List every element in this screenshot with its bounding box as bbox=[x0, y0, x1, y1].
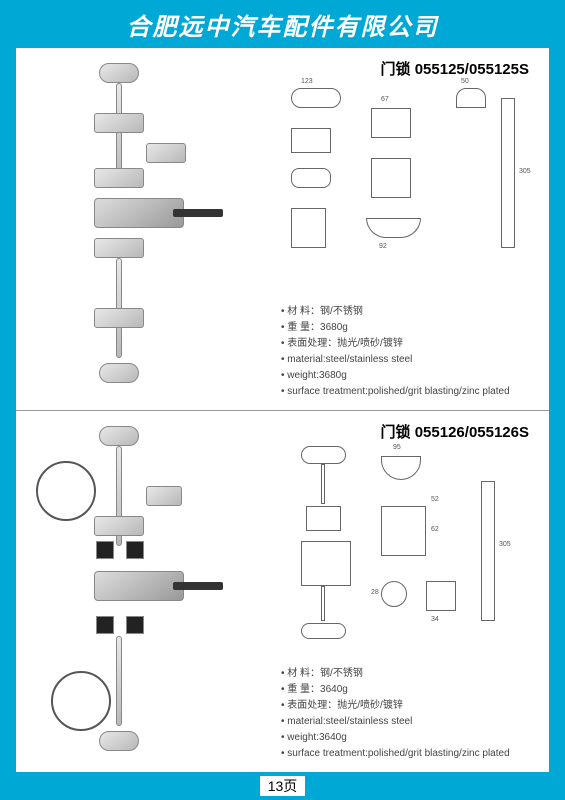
spec-surface-en: surface treatment:polished/grit blasting… bbox=[281, 746, 536, 762]
hw-keeper bbox=[146, 143, 186, 163]
tech-part bbox=[301, 623, 346, 639]
product-section-1: 门锁 055125/055125S 123 67 bbox=[16, 48, 549, 410]
right-border bbox=[549, 48, 565, 772]
dimension-label: 123 bbox=[301, 78, 313, 85]
content-area: 门锁 055125/055125S 123 67 bbox=[16, 48, 549, 772]
detail-callout bbox=[36, 461, 96, 521]
tech-part bbox=[501, 98, 515, 248]
tech-rod bbox=[321, 464, 325, 504]
hw-cam-top bbox=[99, 63, 139, 83]
title-prefix: 门锁 bbox=[381, 424, 411, 441]
spec-weight-cn: 重 量：3680g bbox=[281, 320, 536, 336]
product-photo bbox=[26, 58, 271, 398]
tech-handle bbox=[301, 541, 351, 586]
company-name: 合肥远中汽车配件有限公司 bbox=[127, 7, 439, 42]
product-title: 门锁 055125/055125S bbox=[381, 58, 529, 79]
spec-material-cn: 材 料：钢/不锈钢 bbox=[281, 666, 536, 682]
product-photo bbox=[26, 421, 271, 761]
detail-callout bbox=[51, 671, 111, 731]
tech-part bbox=[381, 581, 407, 607]
dimension-label: 52 bbox=[431, 496, 439, 503]
product-section-2: 门锁 055126/055126S 95 bbox=[16, 410, 549, 772]
hw-rod-lower bbox=[116, 636, 122, 726]
title-codes: 055125/055125S bbox=[415, 61, 529, 78]
dimension-label: 62 bbox=[431, 526, 439, 533]
tech-part bbox=[456, 88, 486, 108]
tech-part bbox=[381, 506, 426, 556]
tech-part bbox=[291, 128, 331, 153]
spec-material-en: material:steel/stainless steel bbox=[281, 352, 536, 368]
spec-weight-cn: 重 量：3640g bbox=[281, 682, 536, 698]
tech-part bbox=[301, 446, 346, 464]
product-title: 门锁 055126/055126S bbox=[381, 421, 529, 442]
dimension-label: 92 bbox=[379, 243, 387, 250]
footer-bar: 13页 bbox=[0, 772, 565, 800]
hw-handle bbox=[94, 571, 184, 601]
dimension-label: 28 bbox=[371, 589, 379, 596]
dimension-label: 305 bbox=[519, 168, 531, 175]
spec-weight-en: weight:3640g bbox=[281, 730, 536, 746]
technical-drawing: 123 67 92 50 305 bbox=[281, 78, 536, 288]
spec-material-cn: 材 料：钢/不锈钢 bbox=[281, 304, 536, 320]
tech-rod bbox=[321, 586, 325, 621]
header-bar: 合肥远中汽车配件有限公司 bbox=[0, 0, 565, 48]
title-prefix: 门锁 bbox=[381, 61, 411, 78]
tech-part bbox=[371, 158, 411, 198]
tech-part bbox=[306, 506, 341, 531]
spec-block: 材 料：钢/不锈钢 重 量：3640g 表面处理：抛光/喷砂/镀锌 materi… bbox=[281, 666, 536, 762]
hw-bracket bbox=[94, 168, 144, 188]
dimension-label: 305 bbox=[499, 541, 511, 548]
title-codes: 055126/055126S bbox=[415, 424, 529, 441]
hw-bracket bbox=[94, 113, 144, 133]
hw-handle bbox=[94, 198, 184, 228]
tech-part bbox=[291, 168, 331, 188]
spec-material-en: material:steel/stainless steel bbox=[281, 714, 536, 730]
hw-bushing bbox=[96, 616, 114, 634]
hw-cam-bottom bbox=[99, 731, 139, 751]
hw-keeper bbox=[146, 486, 182, 506]
tech-part bbox=[481, 481, 495, 621]
hw-bracket bbox=[94, 516, 144, 536]
hw-bushing bbox=[96, 541, 114, 559]
spec-surface-cn: 表面处理：抛光/喷砂/镀锌 bbox=[281, 336, 536, 352]
spec-surface-cn: 表面处理：抛光/喷砂/镀锌 bbox=[281, 698, 536, 714]
tech-part bbox=[426, 581, 456, 611]
hw-cam-bottom bbox=[99, 363, 139, 383]
spec-surface-en: surface treatment:polished/grit blasting… bbox=[281, 384, 536, 400]
technical-drawing: 95 52 62 28 34 305 bbox=[281, 441, 536, 651]
hw-bushing bbox=[126, 541, 144, 559]
hw-bracket bbox=[94, 308, 144, 328]
hw-bracket bbox=[94, 238, 144, 258]
hw-cam-top bbox=[99, 426, 139, 446]
spec-block: 材 料：钢/不锈钢 重 量：3680g 表面处理：抛光/喷砂/镀锌 materi… bbox=[281, 304, 536, 400]
tech-part bbox=[291, 208, 326, 248]
tech-part bbox=[381, 456, 421, 480]
spec-weight-en: weight:3680g bbox=[281, 368, 536, 384]
dimension-label: 34 bbox=[431, 616, 439, 623]
page-number: 13页 bbox=[260, 776, 306, 796]
hw-bushing bbox=[126, 616, 144, 634]
tech-part bbox=[291, 88, 341, 108]
tech-part bbox=[371, 108, 411, 138]
tech-part bbox=[366, 218, 421, 238]
dimension-label: 67 bbox=[381, 96, 389, 103]
dimension-label: 50 bbox=[461, 78, 469, 85]
left-border bbox=[0, 48, 16, 772]
dimension-label: 95 bbox=[393, 444, 401, 451]
